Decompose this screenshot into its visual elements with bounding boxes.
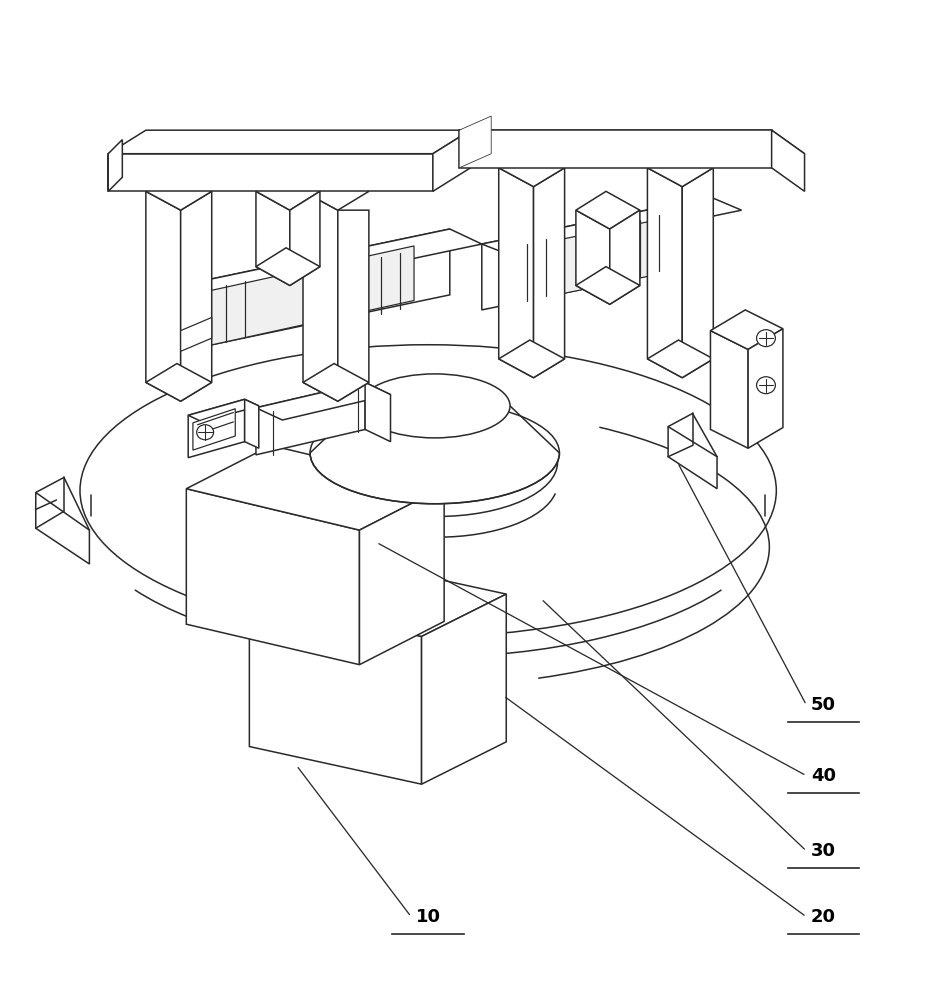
Polygon shape xyxy=(647,149,713,187)
Polygon shape xyxy=(710,331,748,448)
Polygon shape xyxy=(682,168,713,378)
Ellipse shape xyxy=(757,330,775,347)
Polygon shape xyxy=(249,599,422,784)
Text: 20: 20 xyxy=(811,908,836,926)
Polygon shape xyxy=(181,317,212,351)
Polygon shape xyxy=(290,191,320,285)
Polygon shape xyxy=(181,191,212,401)
Polygon shape xyxy=(108,154,433,191)
Text: 50: 50 xyxy=(811,696,836,714)
Text: 10: 10 xyxy=(416,908,440,926)
Polygon shape xyxy=(199,246,414,348)
Polygon shape xyxy=(459,130,772,168)
Text: 40: 40 xyxy=(811,767,836,785)
Polygon shape xyxy=(249,556,506,636)
Polygon shape xyxy=(459,116,491,168)
Polygon shape xyxy=(36,492,89,564)
Polygon shape xyxy=(256,248,320,285)
Ellipse shape xyxy=(80,345,776,636)
Polygon shape xyxy=(576,191,640,229)
Polygon shape xyxy=(303,173,369,210)
Polygon shape xyxy=(359,487,444,665)
Ellipse shape xyxy=(317,408,557,516)
Polygon shape xyxy=(186,489,359,665)
Polygon shape xyxy=(576,267,640,304)
Polygon shape xyxy=(186,445,444,530)
Polygon shape xyxy=(433,130,470,191)
Ellipse shape xyxy=(311,402,559,504)
Polygon shape xyxy=(501,216,678,306)
Polygon shape xyxy=(256,173,320,210)
Polygon shape xyxy=(748,329,783,448)
Polygon shape xyxy=(181,229,450,351)
Polygon shape xyxy=(576,210,610,304)
Polygon shape xyxy=(303,191,338,401)
Polygon shape xyxy=(108,130,470,154)
Polygon shape xyxy=(181,229,482,301)
Polygon shape xyxy=(499,149,565,187)
Polygon shape xyxy=(108,157,428,189)
Polygon shape xyxy=(772,130,805,191)
Ellipse shape xyxy=(197,425,214,440)
Polygon shape xyxy=(647,168,682,378)
Polygon shape xyxy=(482,197,742,257)
Polygon shape xyxy=(338,210,369,401)
Polygon shape xyxy=(499,340,565,378)
Polygon shape xyxy=(193,409,235,450)
Polygon shape xyxy=(108,140,122,191)
Polygon shape xyxy=(422,594,506,784)
Polygon shape xyxy=(647,340,713,378)
Polygon shape xyxy=(245,399,259,448)
Polygon shape xyxy=(710,310,783,349)
Polygon shape xyxy=(188,399,259,422)
Polygon shape xyxy=(668,427,717,489)
Polygon shape xyxy=(365,382,391,442)
Polygon shape xyxy=(303,364,369,401)
Polygon shape xyxy=(146,173,212,210)
Polygon shape xyxy=(534,168,565,378)
Ellipse shape xyxy=(757,377,775,394)
Polygon shape xyxy=(146,364,212,401)
Polygon shape xyxy=(610,210,640,304)
Ellipse shape xyxy=(359,374,510,438)
Polygon shape xyxy=(256,382,391,420)
Polygon shape xyxy=(256,191,290,285)
Polygon shape xyxy=(499,168,534,378)
Polygon shape xyxy=(188,399,245,458)
Polygon shape xyxy=(482,197,710,310)
Polygon shape xyxy=(256,382,365,455)
Text: 30: 30 xyxy=(811,842,836,860)
Polygon shape xyxy=(146,191,181,401)
Polygon shape xyxy=(459,130,805,154)
